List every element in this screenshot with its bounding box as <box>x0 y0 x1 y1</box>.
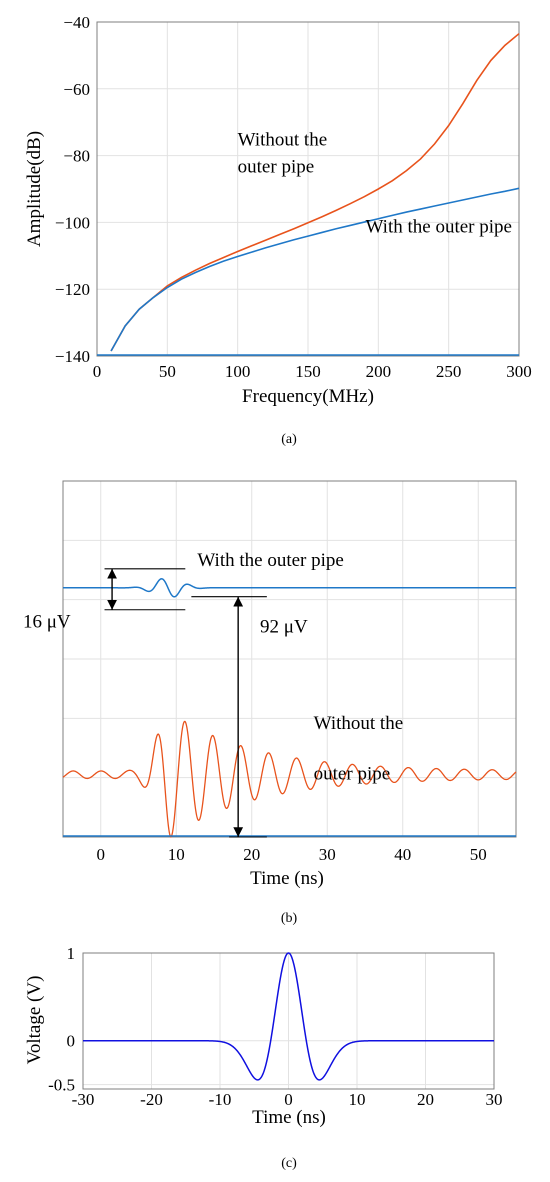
x-tick-label: 200 <box>366 362 392 381</box>
series-line-excitation-pulse <box>83 952 494 1081</box>
panel-a-ticks: 0 50 100 150 200 250 300 −140 −120 −100 −80 −60 −40 <box>55 13 532 381</box>
x-tick-label: 0 <box>93 362 102 381</box>
y-tick-label: −120 <box>55 280 90 299</box>
x-tick-label: 250 <box>436 362 462 381</box>
subplot-label-b: (b) <box>281 911 298 926</box>
x-tick-label: 20 <box>243 845 260 864</box>
x-axis-label-time: Time (ns) <box>250 868 324 889</box>
y-tick-label: 0 <box>67 1032 76 1051</box>
x-tick-label: 10 <box>349 1090 366 1109</box>
series-line-with-outer-pipe <box>110 187 520 352</box>
x-tick-label: 30 <box>486 1090 503 1109</box>
subplot-label-c: (c) <box>281 1156 297 1171</box>
y-axis-label-amplitude: Amplitude(dB) <box>24 131 45 247</box>
annotation-92-microvolt: 92 μV <box>260 616 308 637</box>
amplitude-markers <box>104 568 267 838</box>
annotation-without-outer-pipe-line2: outer pipe <box>314 763 391 784</box>
panel-c: -30 -20 -10 0 10 20 30 -0.5 0 1 Time (ns) Voltage… <box>24 944 503 1171</box>
annotation-without-outer-pipe-line1: Without the <box>238 130 327 151</box>
annotation-with-outer-pipe: With the outer pipe <box>366 216 512 237</box>
y-tick-label: −100 <box>55 213 90 232</box>
panel-b: 0 10 20 30 40 50 With the outer pipe 16 μV 92… <box>23 480 517 926</box>
annotation-16-microvolt: 16 μV <box>23 612 71 633</box>
x-tick-label: 20 <box>417 1090 434 1109</box>
series-line-without-outer-pipe <box>110 33 520 352</box>
annotation-without-outer-pipe-line1: Without the <box>314 713 403 734</box>
y-tick-label: −60 <box>63 80 90 99</box>
panel-b-frame <box>62 480 517 838</box>
x-tick-label: 0 <box>97 845 106 864</box>
x-axis-label-frequency: Frequency(MHz) <box>242 386 374 407</box>
y-tick-label: −80 <box>63 147 90 166</box>
x-tick-label: 300 <box>506 362 532 381</box>
annotation-without-outer-pipe-line2: outer pipe <box>238 156 315 177</box>
x-tick-label: 30 <box>319 845 336 864</box>
panel-c-ticks: -30 -20 -10 0 10 20 30 -0.5 0 1 <box>48 944 502 1109</box>
x-tick-label: 50 <box>470 845 487 864</box>
y-tick-label: -0.5 <box>48 1076 75 1095</box>
panel-c-grid <box>83 953 494 1089</box>
y-tick-label: 1 <box>67 944 76 963</box>
x-tick-label: 10 <box>168 845 185 864</box>
y-tick-label: −40 <box>63 13 90 32</box>
x-tick-label: -20 <box>140 1090 163 1109</box>
x-tick-label: 100 <box>225 362 251 381</box>
series-line-without-outer-pipe-waveform <box>62 720 517 838</box>
panel-a-grid <box>97 22 519 356</box>
panel-b-grid <box>63 481 516 837</box>
y-tick-label: −140 <box>55 347 90 366</box>
panel-b-ticks: 0 10 20 30 40 50 <box>97 845 487 864</box>
y-axis-label-voltage: Voltage (V) <box>24 976 45 1065</box>
panel-a: 0 50 100 150 200 250 300−140−120−100−80−60−40 … <box>24 13 532 447</box>
x-axis-label-time: Time (ns) <box>252 1107 326 1128</box>
subplot-label-a: (a) <box>281 432 297 447</box>
x-tick-label: 40 <box>394 845 411 864</box>
x-tick-label: -30 <box>72 1090 95 1109</box>
x-tick-label: 50 <box>159 362 176 381</box>
x-tick-label: -10 <box>209 1090 232 1109</box>
x-tick-label: 0 <box>284 1090 293 1109</box>
series-line-with-outer-pipe-waveform <box>63 578 516 598</box>
annotation-with-outer-pipe: With the outer pipe <box>197 550 343 571</box>
x-tick-label: 150 <box>295 362 321 381</box>
